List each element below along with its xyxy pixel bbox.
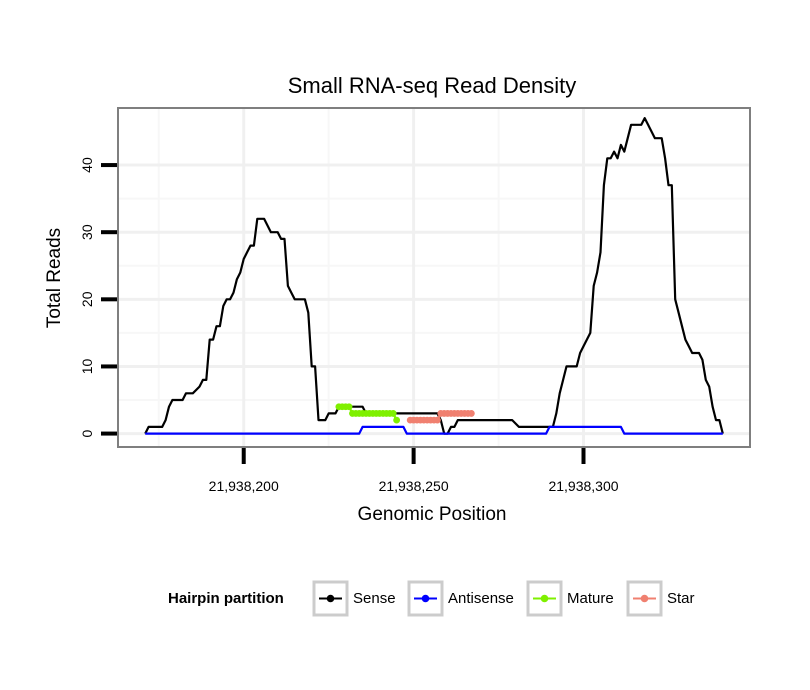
star-point bbox=[433, 416, 441, 424]
series-star bbox=[406, 410, 475, 424]
y-tick-label: 10 bbox=[79, 358, 95, 374]
y-axis-title: Total Reads bbox=[44, 228, 65, 328]
y-tick-label: 40 bbox=[79, 157, 95, 173]
mature-point bbox=[389, 410, 397, 417]
legend-label-star: Star bbox=[667, 590, 695, 607]
legend-item-antisense: Antisense bbox=[407, 580, 514, 617]
chart-title: Small RNA-seq Read Density bbox=[288, 73, 577, 98]
legend-label-sense: Sense bbox=[353, 590, 396, 607]
legend-label-antisense: Antisense bbox=[448, 590, 514, 607]
axes: 21,938,200 21,938,250 21,938,300 0 10 20 30 40 bbox=[79, 157, 619, 494]
y-tick-label: 30 bbox=[79, 224, 95, 240]
legend-item-star: Star bbox=[626, 580, 695, 617]
legend: Sense Antisense Mature Star bbox=[312, 580, 695, 617]
x-tick-label: 21,938,200 bbox=[209, 478, 279, 494]
mature-point bbox=[345, 403, 353, 411]
x-tick-label: 21,938,300 bbox=[548, 478, 618, 494]
y-tick-label: 0 bbox=[79, 429, 95, 437]
legend-key-dot bbox=[540, 594, 549, 603]
plot-panel bbox=[117, 107, 751, 448]
mature-point bbox=[393, 416, 401, 424]
x-tick-label: 21,938,250 bbox=[379, 478, 449, 494]
legend-label-mature: Mature bbox=[567, 590, 614, 607]
legend-item-mature: Mature bbox=[526, 580, 614, 617]
legend-key-dot bbox=[326, 594, 335, 603]
series-antisense bbox=[145, 425, 723, 435]
legend-item-sense: Sense bbox=[312, 580, 396, 617]
legend-title: Hairpin partition bbox=[168, 590, 284, 607]
legend-key-dot bbox=[640, 594, 649, 603]
y-tick-label: 20 bbox=[79, 291, 95, 307]
star-point bbox=[467, 410, 475, 417]
series-mature bbox=[335, 403, 401, 424]
x-axis-title: Genomic Position bbox=[358, 504, 507, 525]
antisense-line bbox=[145, 425, 723, 435]
legend-key-dot bbox=[421, 594, 430, 603]
series-layer bbox=[144, 116, 724, 435]
